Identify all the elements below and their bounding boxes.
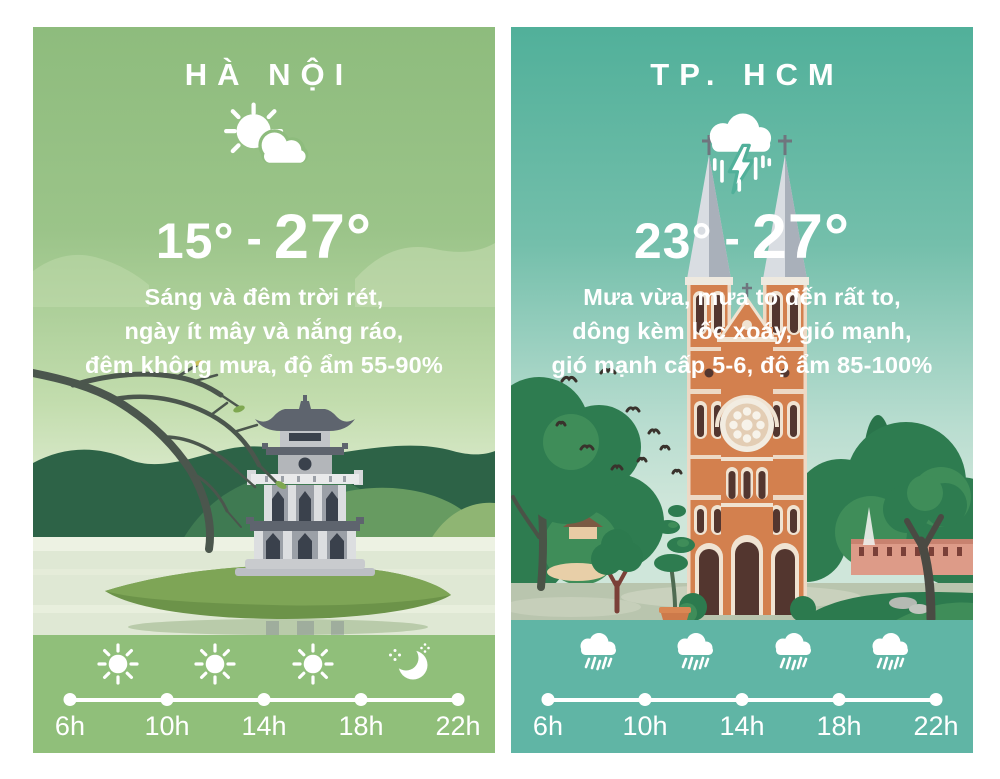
temp-high: 27° xyxy=(273,202,373,272)
forecast-line: Sáng và đêm trời rét, xyxy=(144,284,384,310)
timeline-hour-label: 22h xyxy=(435,711,481,741)
hanoi-weather-card: HÀ NỘI 15° - 27° Sáng và đêm trời rét, n… xyxy=(33,27,495,753)
timeline-segment-icons xyxy=(511,628,973,676)
rain-icon xyxy=(767,628,815,676)
rain-icon xyxy=(669,628,717,676)
bird-flock xyxy=(555,367,683,475)
page-title-hanoi: HÀ NỘI xyxy=(184,57,354,92)
timeline-dot xyxy=(832,693,846,706)
forecast-line: gió mạnh cấp 5-6, độ ẩm 85-100% xyxy=(551,352,933,378)
island-reflection xyxy=(128,619,428,635)
timeline-dot xyxy=(63,693,77,706)
timeline-dot xyxy=(354,693,368,706)
timeline-hour-label: 6h xyxy=(532,711,563,741)
timeline-hour-label: 22h xyxy=(913,711,959,741)
temp-high: 27° xyxy=(751,202,851,272)
branch-leaves xyxy=(194,360,287,489)
timeline-hour-label: 14h xyxy=(719,711,765,741)
sun-icon xyxy=(191,640,239,688)
hcm-illustration xyxy=(511,27,973,753)
hcm-weather-card: TP. HCM 23° - 27° Mưa vừa, mưa to đến rấ… xyxy=(511,27,973,753)
timeline-dot xyxy=(451,693,465,706)
timeline-dot xyxy=(257,693,271,706)
temp-low: 23° xyxy=(633,213,713,269)
timeline-dot xyxy=(735,693,749,706)
forecast-line: dông kèm lốc xoáy, gió mạnh, xyxy=(572,318,912,344)
light-hill-shapes xyxy=(33,243,495,307)
rose-window xyxy=(715,395,779,452)
temp-separator: - xyxy=(246,212,262,264)
forecast-description: Mưa vừa, mưa to đến rất to, dông kèm lốc… xyxy=(511,280,973,382)
timeline-dot xyxy=(160,693,174,706)
timeline-hour-label: 18h xyxy=(338,711,384,741)
distant-building xyxy=(851,507,973,575)
cathedral-doors xyxy=(695,535,799,615)
timeline-hour-label: 10h xyxy=(144,711,190,741)
forecast-line: Mưa vừa, mưa to đến rất to, xyxy=(583,284,901,310)
notre-dame-cathedral xyxy=(685,135,809,615)
temperature-range: 23° - 27° xyxy=(511,201,973,273)
bonsai-tree xyxy=(654,505,695,627)
sun-icon xyxy=(94,640,142,688)
forecast-line: đêm không mưa, độ ẩm 55-90% xyxy=(84,352,444,378)
sun-behind-cloud-icon xyxy=(224,102,309,164)
timeline-hour-label: 6h xyxy=(54,711,85,741)
timeline-segment-icons xyxy=(33,640,495,688)
sun-icon xyxy=(289,640,337,688)
bare-branch xyxy=(33,363,279,553)
timeline-hour-label: 14h xyxy=(241,711,287,741)
rain-icon xyxy=(572,628,620,676)
timeline-dot xyxy=(541,693,555,706)
timeline-hour-label: 10h xyxy=(622,711,668,741)
temp-separator: - xyxy=(724,212,740,264)
forecast-line: ngày ít mây và nắng ráo, xyxy=(124,318,404,344)
temp-low: 15° xyxy=(155,213,235,269)
timeline-hour-label: 18h xyxy=(816,711,862,741)
turtle-tower xyxy=(235,395,375,576)
storm-rain-icon xyxy=(709,113,772,195)
timeline-dot xyxy=(929,693,943,706)
timeline-dot xyxy=(638,693,652,706)
small-tree xyxy=(591,529,643,614)
moon-icon xyxy=(386,640,434,688)
temperature-range: 15° - 27° xyxy=(33,201,495,273)
forecast-description: Sáng và đêm trời rét, ngày ít mây và nắn… xyxy=(33,280,495,382)
foreground-tree xyxy=(883,475,967,624)
rain-icon xyxy=(864,628,912,676)
page-title-hcm: TP. HCM xyxy=(650,57,844,92)
